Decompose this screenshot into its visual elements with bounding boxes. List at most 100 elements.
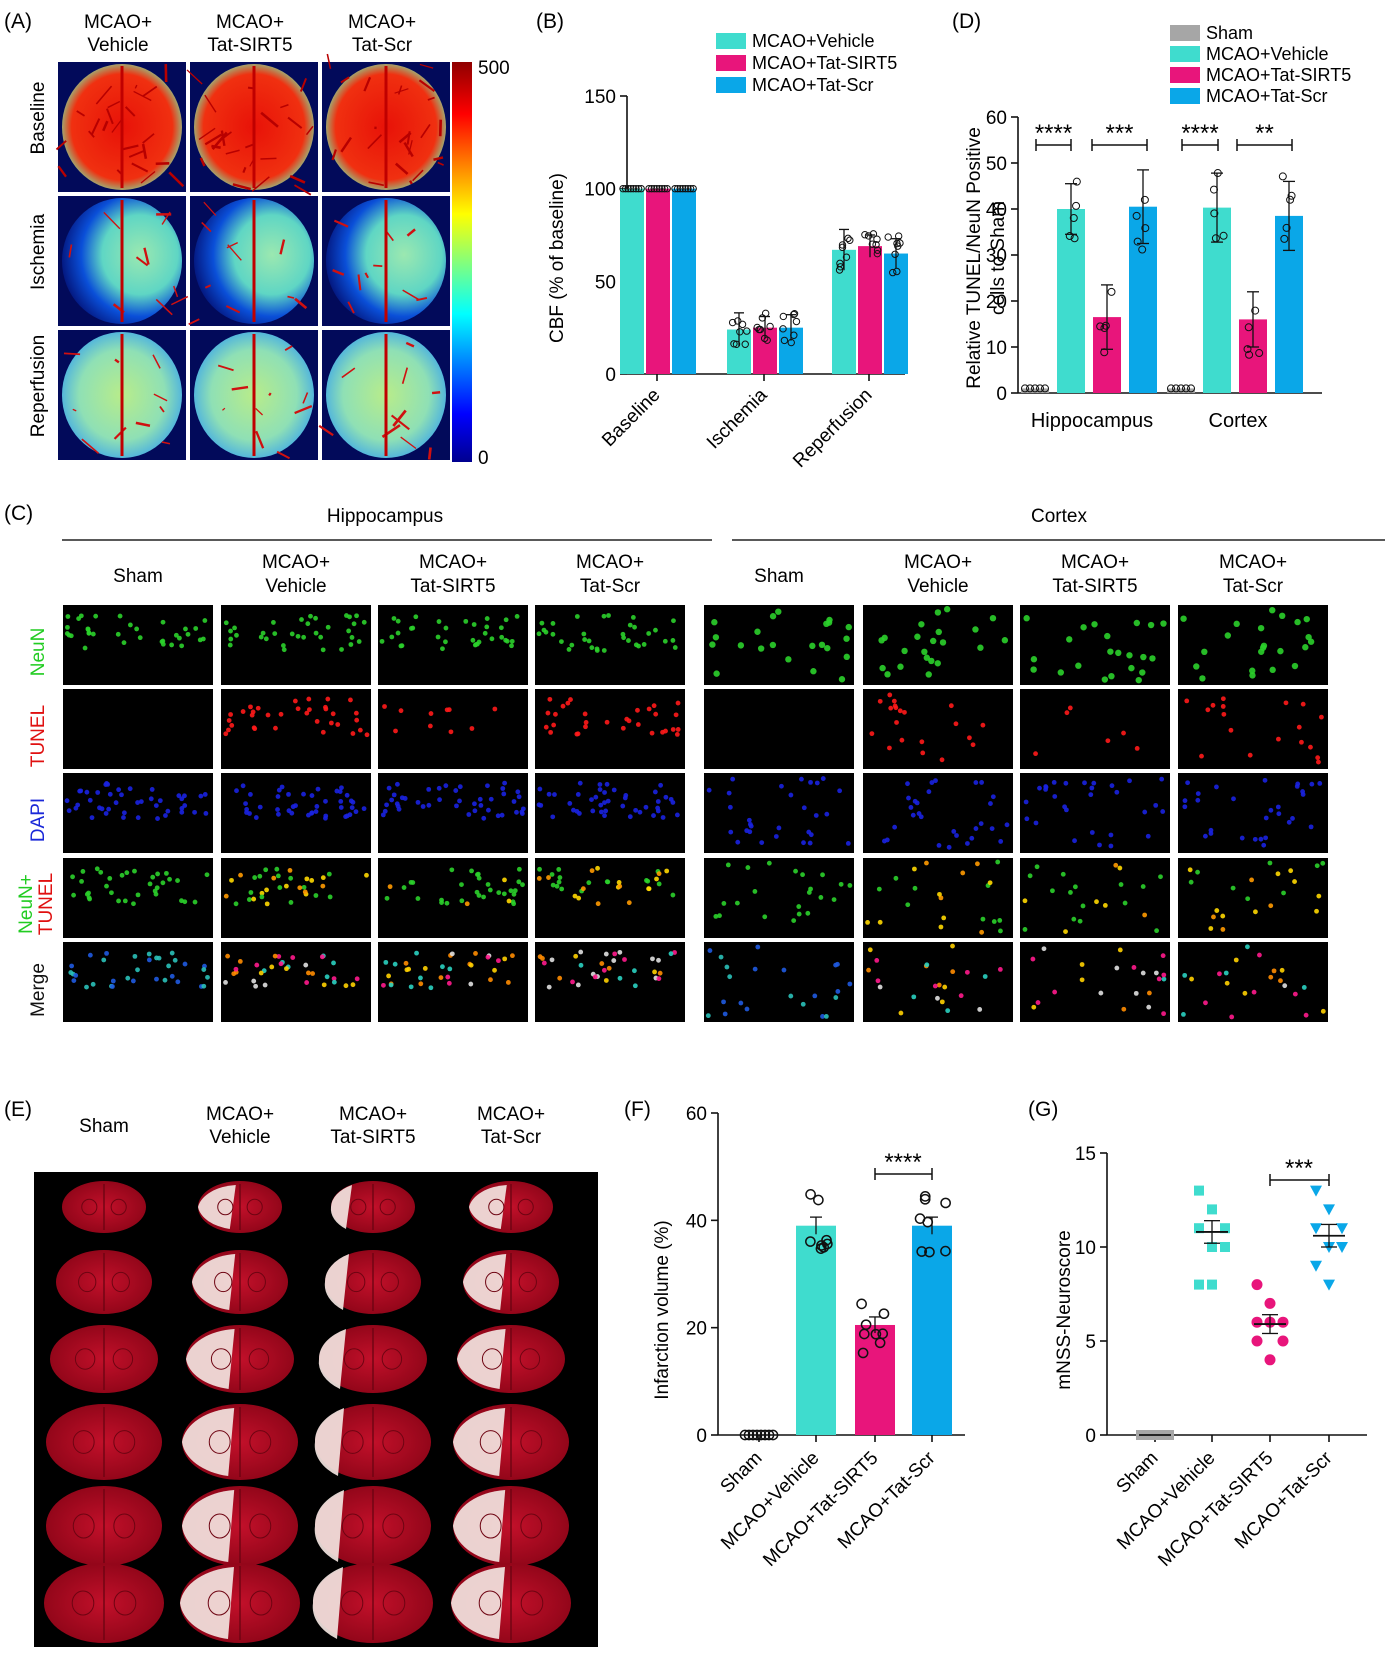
panel-d-point (1069, 213, 1078, 222)
laser-image (55, 62, 186, 192)
micro-cell (510, 953, 515, 959)
panel-d-point (1287, 191, 1296, 200)
micro-cell (1199, 675, 1206, 682)
micro-cell (472, 808, 478, 814)
laser-vessel (186, 69, 203, 85)
micro-cell (725, 862, 731, 868)
micro-cell (617, 949, 623, 955)
micro-cell (276, 954, 282, 959)
micro-cell (404, 967, 410, 973)
micro-cell (251, 978, 257, 984)
panel-b-point (861, 231, 869, 239)
panel-d-y-tick-label: 10 (986, 338, 1007, 359)
micro-cell (616, 880, 622, 885)
micro-cell (1245, 896, 1251, 902)
panel-a-row-reperfusion: Reperfusion (28, 335, 49, 437)
micro-cell (1279, 967, 1285, 973)
panel-f-point (856, 1298, 867, 1310)
panel-f-point (763, 1429, 775, 1441)
micro-image-bg (1178, 858, 1328, 938)
micro-cell (580, 886, 586, 892)
micro-cell (1030, 656, 1038, 663)
panel-e-col-header-line-1: MCAO+ (206, 1104, 274, 1125)
laser-vessel (287, 295, 295, 299)
panel-d-y-tick-label: 20 (986, 292, 1007, 313)
micro-cell (597, 787, 603, 792)
micro-cell (301, 791, 306, 797)
laser-vessel (232, 183, 252, 191)
micro-cell (601, 967, 607, 973)
micro-cell (343, 983, 349, 989)
micro-cell (577, 780, 583, 786)
micro-cell (446, 980, 452, 986)
micro-cell (975, 861, 980, 867)
micro-cell (327, 894, 333, 900)
micro-cell (297, 885, 303, 891)
micro-cell (485, 954, 491, 960)
micro-cell (583, 724, 588, 730)
panel-d-point (1213, 169, 1222, 178)
panel-c-region-hippocampus: Hippocampus (327, 506, 443, 527)
legend-b-swatch-vehicle (716, 33, 746, 49)
brain-structure (520, 1430, 543, 1454)
micro-cell (65, 614, 71, 619)
panel-d-point (1107, 287, 1116, 296)
micro-cell (415, 896, 421, 901)
brain-slice (56, 1250, 152, 1314)
panel-b-point (629, 184, 638, 193)
micro-cell (589, 797, 594, 803)
micro-cell (154, 885, 160, 891)
micro-cell (970, 742, 976, 748)
micro-cell (902, 709, 907, 715)
micro-cell (169, 642, 175, 648)
micro-cell (709, 641, 716, 648)
micro-cell (637, 809, 643, 815)
micro-cell (325, 624, 331, 630)
panel-b-point (763, 336, 771, 344)
micro-image (704, 942, 854, 1022)
brain-structure (341, 1430, 364, 1454)
brain-infarct (192, 1254, 236, 1310)
panel-f-point (924, 1246, 935, 1258)
micro-cell (319, 954, 325, 960)
micro-cell (482, 630, 488, 636)
micro-cell (428, 985, 434, 991)
panel-b-point (889, 268, 897, 277)
micro-image-bg (63, 942, 213, 1022)
micro-cell (912, 798, 918, 804)
micro-cell (995, 859, 1001, 865)
micro-cell (1037, 785, 1042, 791)
micro-cell (837, 788, 843, 794)
micro-cell (866, 967, 871, 973)
panel-a: (A) MCAO+ Vehicle MCAO+ Tat-SIRT5 MCAO+ … (4, 10, 510, 469)
micro-cell (488, 977, 493, 983)
panel-e-col-header-line-1: MCAO+ (477, 1104, 545, 1125)
micro-image (1178, 942, 1328, 1022)
micro-cell (226, 718, 232, 723)
micro-cell (921, 648, 928, 656)
micro-cell (1067, 705, 1073, 711)
micro-cell (845, 623, 852, 631)
micro-cell (471, 622, 477, 627)
panel-g-y-tick-label: 10 (1075, 1238, 1096, 1259)
laser-image (322, 196, 450, 326)
brain-infarct (314, 1408, 344, 1476)
micro-cell (1214, 908, 1220, 913)
micro-cell (930, 637, 937, 645)
micro-cell (662, 638, 668, 644)
micro-cell (1303, 615, 1310, 623)
laser-vessel (427, 96, 435, 101)
micro-cell (243, 801, 248, 807)
micro-cell (481, 894, 486, 900)
brain-slice (186, 1325, 294, 1393)
micro-cell (275, 794, 281, 799)
micro-cell (654, 876, 659, 882)
panel-c-col-header: Sham (754, 566, 804, 587)
laser-image (188, 196, 318, 326)
micro-cell (154, 955, 159, 961)
micro-cell (905, 902, 911, 908)
laser-vessel (106, 108, 114, 125)
brain-structure (520, 1590, 544, 1616)
brain-structure (249, 1513, 272, 1539)
laser-vessel (140, 171, 156, 184)
